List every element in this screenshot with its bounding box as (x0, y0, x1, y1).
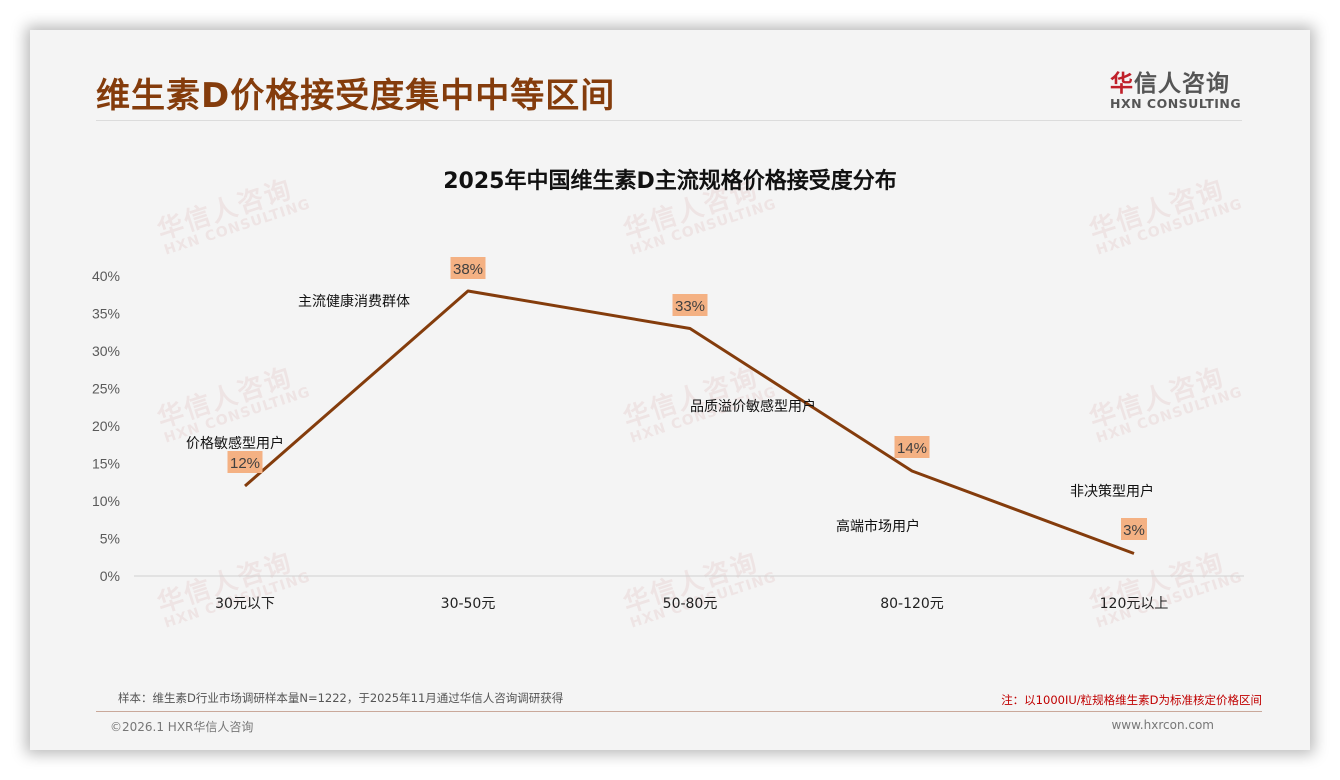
y-tick-label: 15% (92, 456, 120, 472)
website-url: www.hxrcon.com (1111, 718, 1214, 732)
annotation-label: 高端市场用户 (836, 518, 920, 535)
footer-divider (96, 711, 1262, 712)
annotation-label: 非决策型用户 (1070, 483, 1154, 500)
copyright: ©2026.1 HXR华信人咨询 (110, 720, 254, 734)
svg-text:38%: 38% (453, 261, 483, 278)
logo-english: HXN CONSULTING (1110, 96, 1242, 111)
annotation-label: 品质溢价敏感型用户 (690, 398, 816, 415)
y-tick-label: 5% (100, 531, 120, 547)
annotation-label: 主流健康消费群体 (298, 293, 410, 310)
annotation-label: 价格敏感型用户 (186, 435, 284, 452)
y-tick-label: 20% (92, 418, 120, 434)
company-logo: 华信人咨询 HXN CONSULTING (1110, 64, 1250, 111)
svg-text:3%: 3% (1123, 522, 1145, 539)
logo-chinese-rest: 信人咨询 (1134, 71, 1230, 97)
logo-chinese: 华信人咨询 (1110, 64, 1250, 98)
y-tick-label: 25% (92, 381, 120, 397)
data-labels: 12% 38% 33% 14% 3% (227, 257, 1147, 540)
sample-note: 样本：维生素D行业市场调研样本量N=1222，于2025年11月通过华信人咨询调… (118, 691, 564, 705)
y-tick-label: 40% (92, 268, 120, 284)
y-tick-label: 30% (92, 343, 120, 359)
series-line (244, 289, 1135, 555)
title-divider (96, 120, 1242, 121)
price-note: 注：以1000IU/粒规格维生素D为标准核定价格区间 (1001, 693, 1262, 707)
x-tick-label: 50-80元 (663, 596, 718, 612)
x-tick-label: 30-50元 (441, 596, 496, 612)
data-label: 33% (672, 294, 708, 316)
x-tick-label: 120元以上 (1100, 596, 1169, 612)
svg-text:33%: 33% (675, 298, 705, 315)
page-title: 维生素D价格接受度集中中等区间 (96, 76, 616, 116)
line-chart: 0% 5% 10% 15% 20% 25% 30% 35% 40% 30元以下 30-50元 50-… (92, 257, 1244, 612)
y-tick-label: 0% (100, 568, 120, 584)
chart-title: 2025年中国维生素D主流规格价格接受度分布 (443, 169, 897, 194)
data-label: 38% (450, 257, 486, 279)
x-tick-label: 80-120元 (880, 596, 944, 612)
y-tick-label: 35% (92, 306, 120, 322)
slide: 维生素D价格接受度集中中等区间 华信人咨询 HXN CONSULTING 华信人… (30, 30, 1310, 750)
svg-text:14%: 14% (897, 440, 927, 457)
x-axis: 30元以下 30-50元 50-80元 80-120元 120元以上 (215, 596, 1168, 612)
y-tick-label: 10% (92, 493, 120, 509)
data-label: 14% (894, 436, 930, 458)
svg-text:12%: 12% (230, 455, 260, 472)
y-axis: 0% 5% 10% 15% 20% 25% 30% 35% 40% (92, 268, 120, 584)
x-tick-label: 30元以下 (215, 596, 275, 612)
data-label: 12% (227, 451, 263, 473)
logo-accent-char: 华 (1110, 71, 1134, 97)
data-label: 3% (1121, 518, 1147, 540)
